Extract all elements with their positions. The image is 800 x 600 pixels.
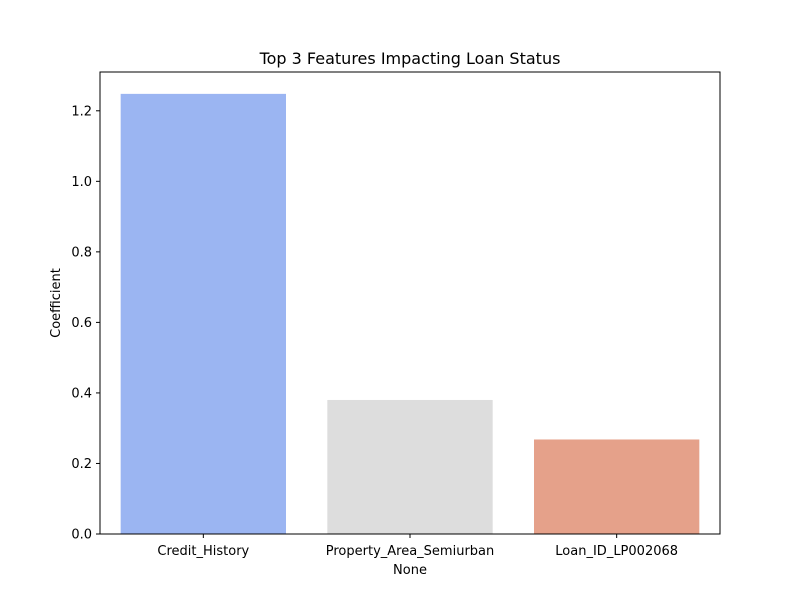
y-tick-label: 0.2: [71, 457, 92, 472]
bar-loan-id-lp002068: [534, 439, 700, 534]
x-tick-label: Credit_History: [157, 544, 249, 559]
y-tick-label: 1.2: [71, 104, 92, 119]
bar-credit-history: [120, 93, 287, 534]
chart-title: Top 3 Features Impacting Loan Status: [259, 49, 561, 68]
x-tick-label: Property_Area_Semiurban: [326, 544, 495, 559]
y-tick-label: 1.0: [71, 175, 92, 190]
y-tick-label: 0.8: [71, 245, 92, 260]
y-tick-label: 0.6: [71, 316, 92, 331]
bar-property-area-semiurban: [327, 399, 493, 534]
x-axis-label: None: [393, 563, 427, 578]
y-tick-label: 0.4: [71, 386, 92, 401]
x-axis: Credit_History Property_Area_Semiurban Loa…: [157, 534, 678, 559]
bars-layer: [120, 93, 700, 534]
y-axis-label: Coefficient: [49, 268, 64, 338]
x-tick-label: Loan_ID_LP002068: [555, 544, 678, 559]
y-axis: 0.0 0.2 0.4 0.6 0.8 1.0 1.2: [71, 104, 100, 543]
plot-frame: [99, 71, 721, 535]
y-tick-label: 0.0: [71, 528, 92, 543]
